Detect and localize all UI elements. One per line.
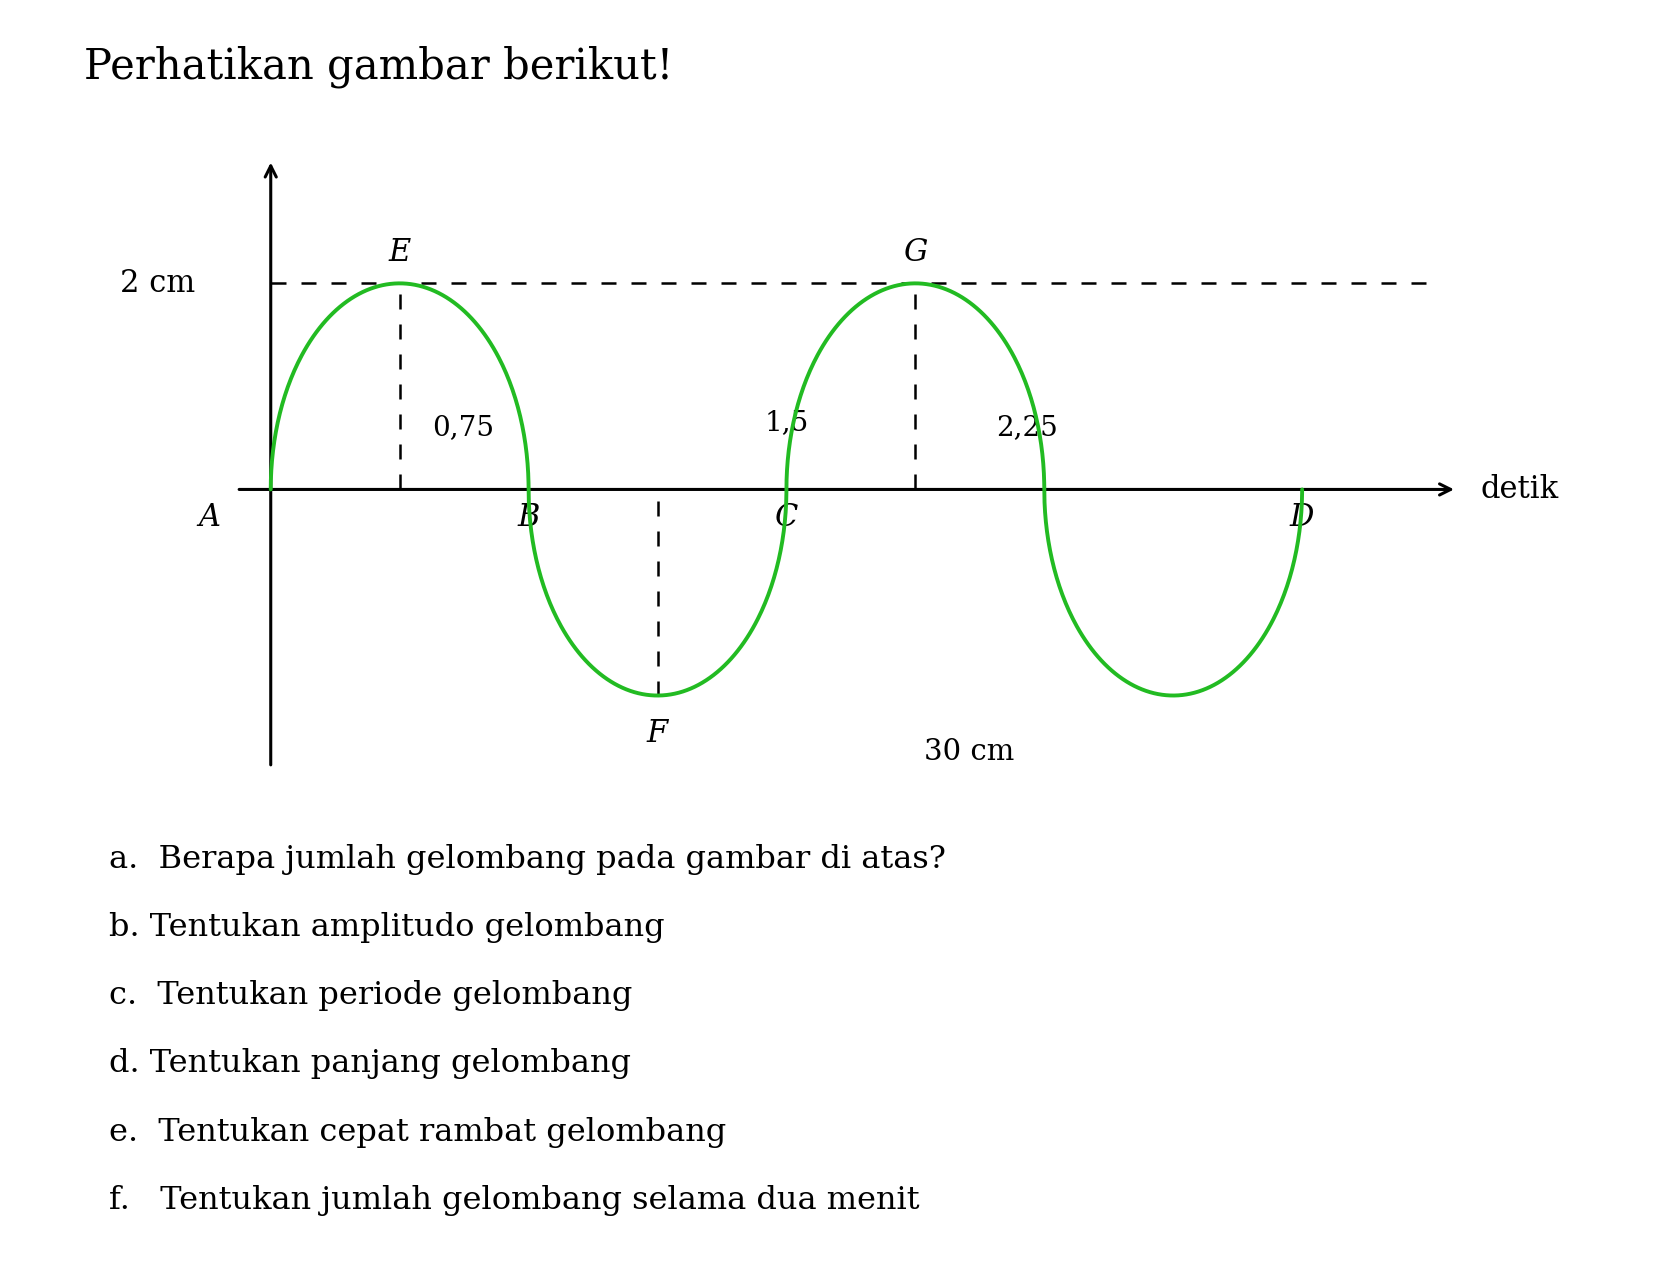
Text: C: C	[774, 502, 798, 533]
Text: 2 cm: 2 cm	[121, 268, 194, 299]
Text: A: A	[198, 502, 220, 533]
Text: b. Tentukan amplitudo gelombang: b. Tentukan amplitudo gelombang	[109, 912, 665, 943]
Text: detik: detik	[1482, 474, 1559, 505]
Text: d. Tentukan panjang gelombang: d. Tentukan panjang gelombang	[109, 1048, 630, 1079]
Text: E: E	[389, 237, 411, 268]
Text: B: B	[518, 502, 540, 533]
Text: 0,75: 0,75	[432, 415, 494, 440]
Text: c.  Tentukan periode gelombang: c. Tentukan periode gelombang	[109, 980, 632, 1011]
Text: 30 cm: 30 cm	[923, 738, 1014, 766]
Text: 2,25: 2,25	[996, 415, 1058, 440]
Text: f.   Tentukan jumlah gelombang selama dua menit: f. Tentukan jumlah gelombang selama dua …	[109, 1185, 920, 1216]
Text: G: G	[903, 237, 927, 268]
Text: D: D	[1291, 502, 1314, 533]
Text: a.  Berapa jumlah gelombang pada gambar di atas?: a. Berapa jumlah gelombang pada gambar d…	[109, 844, 945, 875]
Text: e.  Tentukan cepat rambat gelombang: e. Tentukan cepat rambat gelombang	[109, 1117, 726, 1148]
Text: Perhatikan gambar berikut!: Perhatikan gambar berikut!	[84, 45, 674, 88]
Text: 1,5: 1,5	[764, 410, 808, 435]
Text: F: F	[647, 719, 669, 750]
